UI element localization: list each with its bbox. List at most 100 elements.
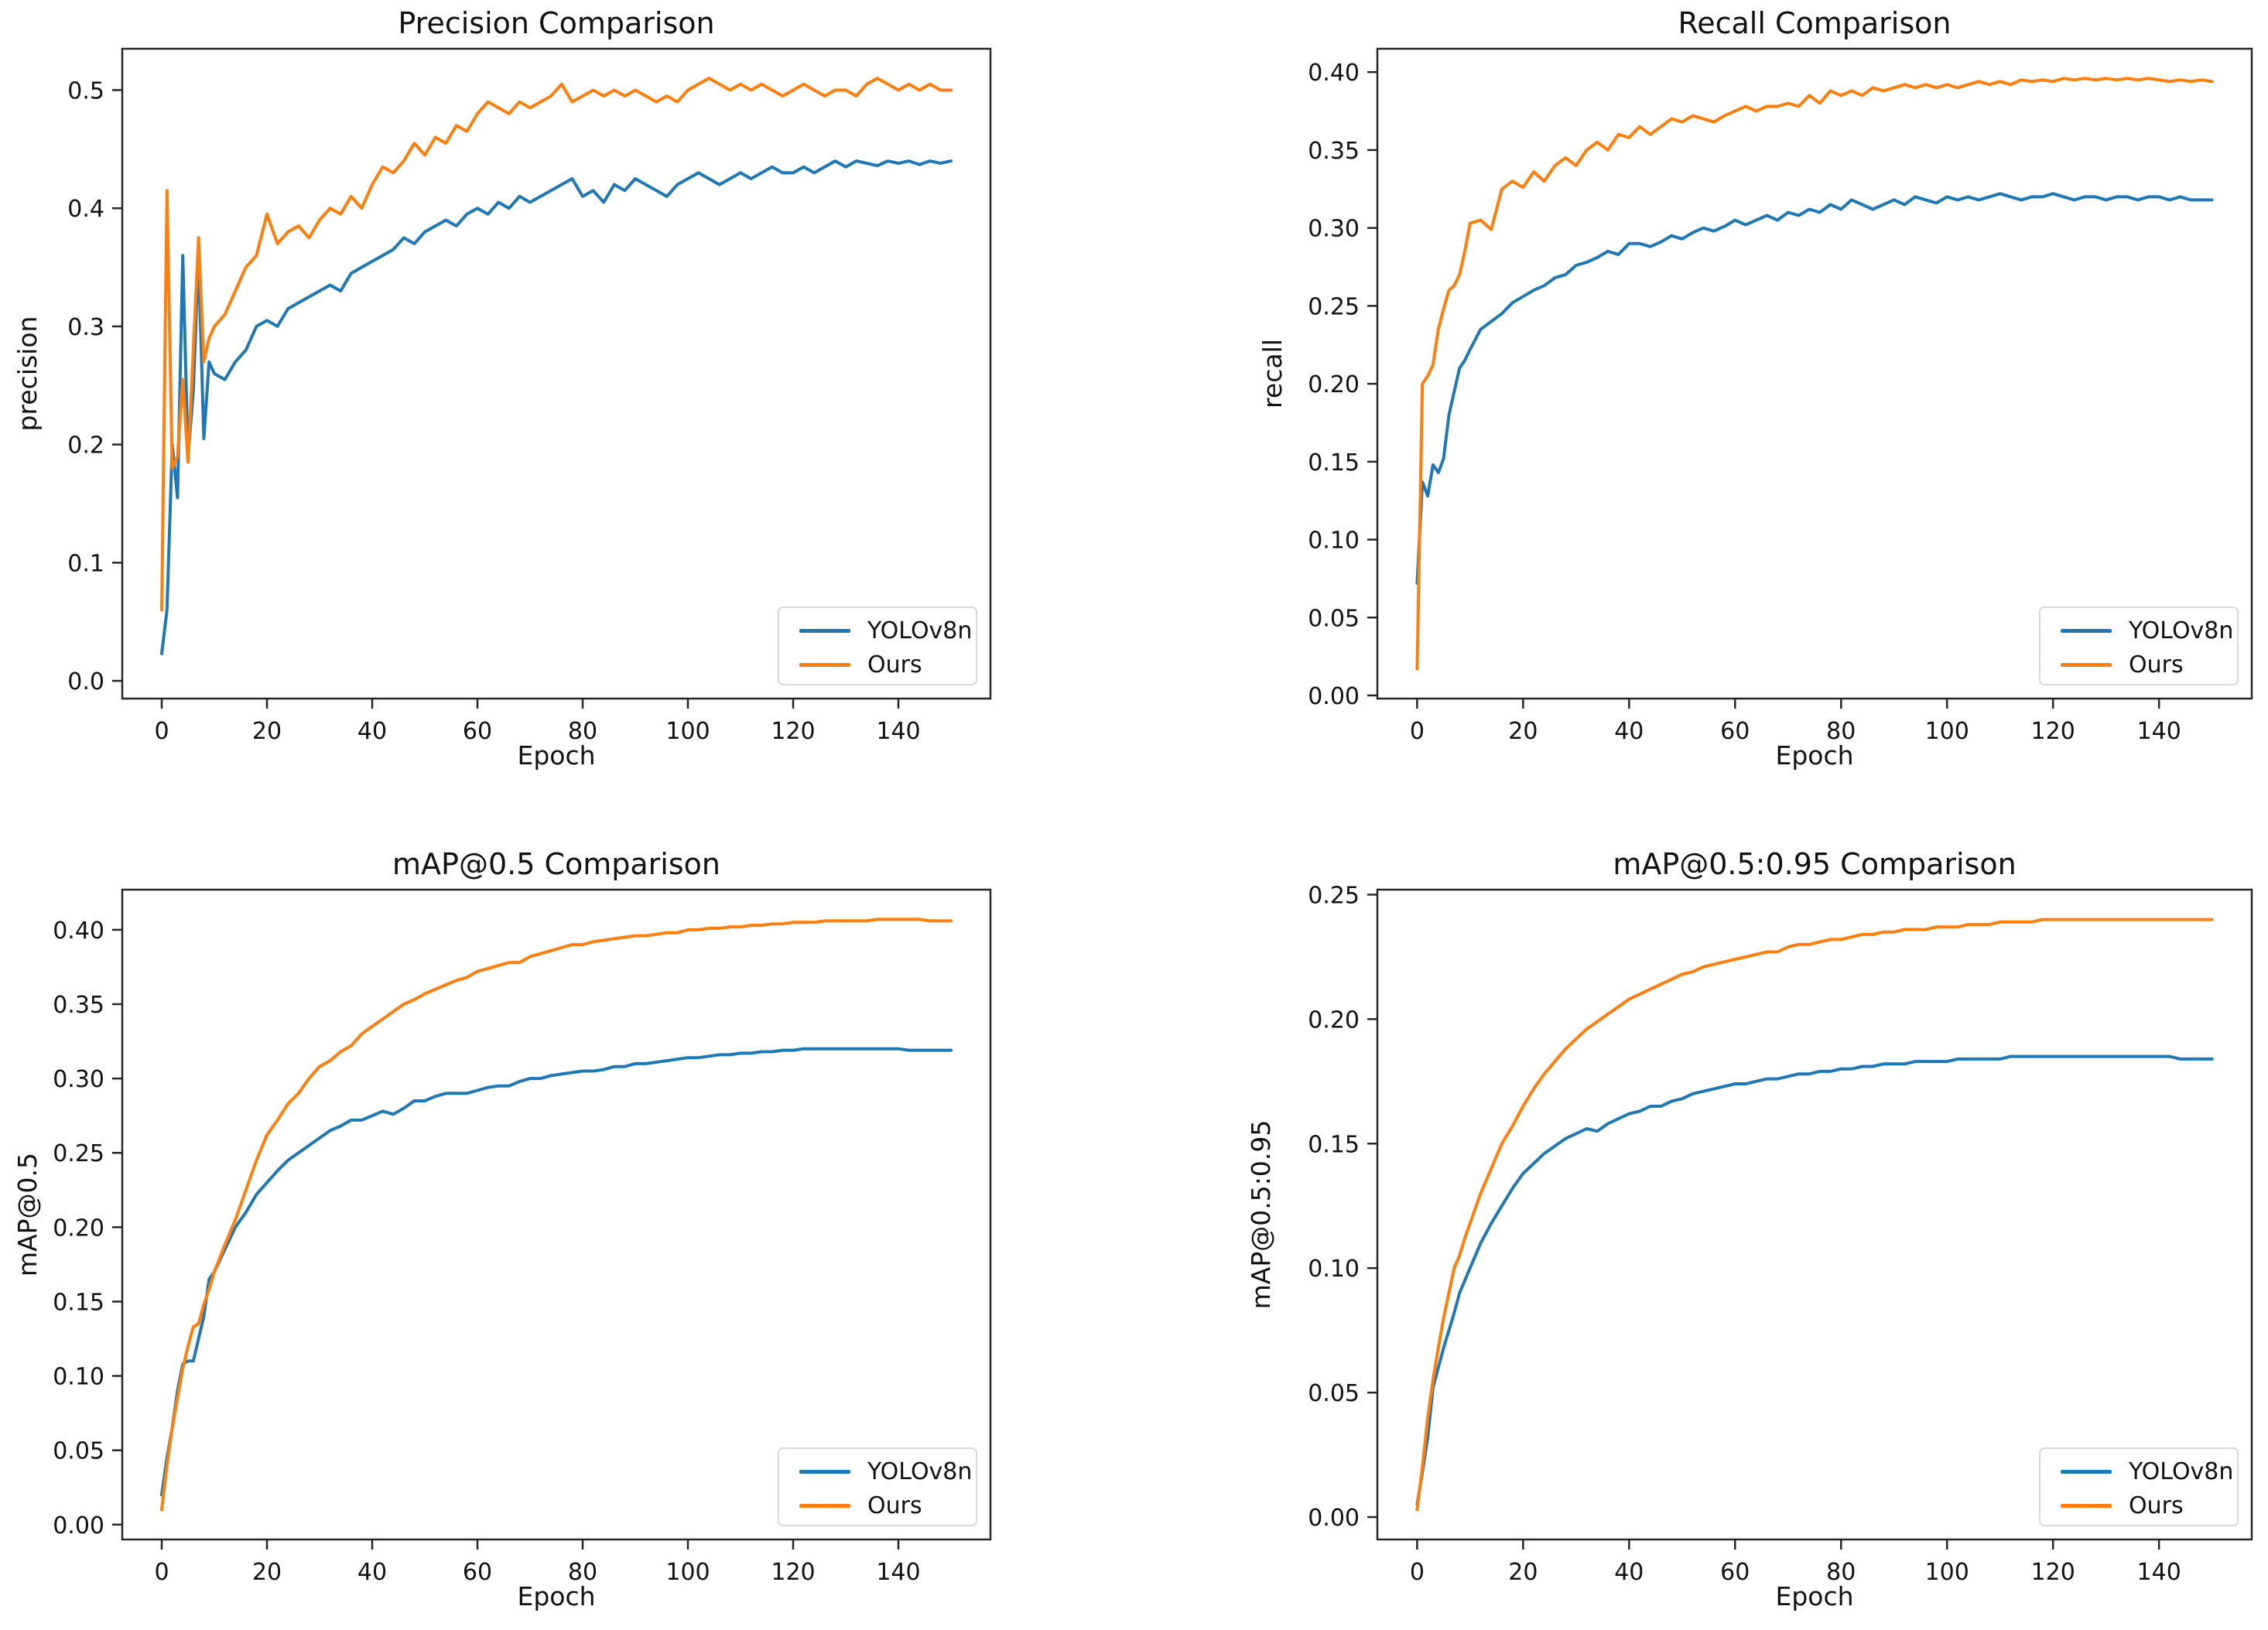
legend-line-yolov8n: [2061, 628, 2112, 633]
x-tick-label: 40: [357, 1559, 387, 1586]
y-axis-label: precision: [12, 316, 43, 432]
x-tick-label: 100: [1925, 718, 1969, 745]
axes-frame: [1376, 47, 2253, 700]
legend-entry: Ours: [2061, 648, 2237, 682]
legend: YOLOv8n Ours: [2039, 1447, 2239, 1526]
y-tick-label: 0.00: [1308, 1505, 1360, 1532]
legend-entry: Ours: [799, 1488, 976, 1522]
y-tick-label: 0.20: [53, 1215, 104, 1242]
x-axis-label: Epoch: [517, 1581, 596, 1611]
x-tick-label: 60: [463, 718, 492, 745]
axes-frame: [1376, 888, 2253, 1541]
x-tick-label: 120: [2031, 718, 2075, 745]
legend: YOLOv8n Ours: [778, 607, 977, 685]
y-tick-label: 0.35: [1308, 138, 1360, 165]
x-tick-label: 80: [568, 718, 597, 745]
x-tick-label: 0: [154, 718, 169, 745]
legend-line-ours: [799, 1503, 850, 1508]
x-tick-label: 100: [665, 1559, 710, 1586]
legend-label: YOLOv8n: [2129, 1457, 2234, 1485]
map50-plot-area: 0 20 40 60 80 100 120 140 0.00 0.05 0.10 0.15 0.20 0.…: [53, 888, 992, 1586]
y-tick-label: 0.25: [1308, 882, 1360, 909]
x-tick-label: 20: [252, 1559, 282, 1586]
x-tick-label: 20: [1508, 1559, 1538, 1586]
x-tick-label: 100: [1925, 1559, 1969, 1586]
y-tick-label: 0.15: [53, 1289, 104, 1316]
precision-plot-area: 0 20 40 60 80 100 120 140 0.0 0.1 0.2 0.3 0.4 0.5: [67, 47, 992, 745]
legend-line-yolov8n: [2061, 1469, 2112, 1474]
legend-entry: YOLOv8n: [799, 1454, 976, 1488]
y-tick-label: 0.2: [67, 432, 104, 460]
y-tick-label: 0.05: [1308, 1380, 1360, 1407]
legend-label: YOLOv8n: [867, 1457, 973, 1485]
y-tick-label: 0.0: [67, 668, 104, 695]
x-tick-label: 80: [1826, 718, 1856, 745]
legend-entry: YOLOv8n: [2061, 613, 2237, 648]
series-line-yolov8n: [1415, 192, 2214, 585]
legend-label: Ours: [2129, 651, 2184, 678]
y-tick-label: 0.15: [1308, 1131, 1360, 1158]
x-tick-label: 120: [771, 1559, 815, 1586]
y-tick-label: 0.4: [67, 196, 104, 223]
y-tick-label: 0.20: [1308, 371, 1360, 398]
legend: YOLOv8n Ours: [778, 1447, 977, 1526]
legend-label: Ours: [2129, 1492, 2184, 1519]
x-tick-label: 140: [2137, 1559, 2181, 1586]
x-tick-label: 0: [1410, 1559, 1425, 1586]
y-tick-label: 0.40: [1308, 60, 1360, 87]
y-tick-label: 0.05: [53, 1438, 104, 1465]
x-tick-label: 60: [1720, 1559, 1750, 1586]
y-tick-label: 0.25: [53, 1140, 104, 1167]
x-tick-label: 20: [252, 718, 282, 745]
y-tick-label: 0.25: [1308, 293, 1360, 320]
legend-line-ours: [799, 662, 850, 667]
x-tick-label: 40: [357, 718, 387, 745]
axes-frame: [121, 888, 992, 1541]
y-tick-label: 0.30: [53, 1066, 104, 1093]
x-tick-label: 20: [1508, 718, 1538, 745]
y-axis-label: recall: [1257, 339, 1288, 408]
series-line-yolov8n: [160, 159, 953, 655]
y-tick-label: 0.10: [1308, 528, 1360, 555]
y-axis-label: mAP@0.5:0.95: [1246, 1119, 1276, 1310]
y-tick-label: 0.3: [67, 314, 104, 341]
map5095-plot-area: 0 20 40 60 80 100 120 140 0.00 0.05 0.10 0.15 0.20 0.…: [1308, 882, 2253, 1586]
y-tick-label: 0.35: [53, 992, 104, 1019]
y-tick-label: 0.10: [53, 1364, 104, 1391]
x-tick-label: 120: [771, 718, 815, 745]
x-tick-label: 60: [1720, 718, 1750, 745]
legend-label: YOLOv8n: [2129, 617, 2234, 644]
legend-label: YOLOv8n: [867, 617, 973, 644]
recall-plot-area: 0 20 40 60 80 100 120 140 0.00 0.05 0.10 0.15 0.20 0.…: [1308, 47, 2253, 745]
chart-title-map5095: mAP@0.5:0.95 Comparison: [1613, 847, 2017, 881]
x-tick-label: 0: [154, 1559, 169, 1586]
x-axis-label: Epoch: [1775, 740, 1854, 771]
legend-label: Ours: [867, 651, 922, 678]
y-axis-label: mAP@0.5: [12, 1152, 43, 1277]
series-line-ours: [1415, 77, 2214, 671]
x-tick-label: 40: [1614, 718, 1644, 745]
legend-entry: Ours: [2061, 1488, 2237, 1522]
legend-entry: YOLOv8n: [799, 613, 976, 648]
series-line-ours: [1415, 918, 2214, 1512]
y-tick-label: 0.30: [1308, 216, 1360, 243]
x-tick-label: 100: [665, 718, 710, 745]
y-tick-label: 0.20: [1308, 1006, 1360, 1034]
y-tick-label: 0.40: [53, 918, 104, 945]
x-axis-label: Epoch: [1775, 1581, 1854, 1611]
x-tick-label: 140: [2137, 718, 2181, 745]
y-tick-label: 0.15: [1308, 449, 1360, 477]
x-tick-label: 80: [1826, 1559, 1856, 1586]
legend-line-yolov8n: [799, 1469, 850, 1474]
y-tick-label: 0.5: [67, 77, 104, 104]
series-line-yolov8n: [1415, 1054, 2214, 1506]
x-tick-label: 40: [1614, 1559, 1644, 1586]
y-tick-label: 0.00: [1308, 683, 1360, 710]
x-tick-label: 120: [2031, 1559, 2075, 1586]
legend-line-yolov8n: [799, 628, 850, 633]
chart-title-map50: mAP@0.5 Comparison: [392, 847, 720, 881]
x-tick-label: 140: [876, 1559, 920, 1586]
y-tick-label: 0.05: [1308, 605, 1360, 632]
x-tick-label: 140: [876, 718, 920, 745]
